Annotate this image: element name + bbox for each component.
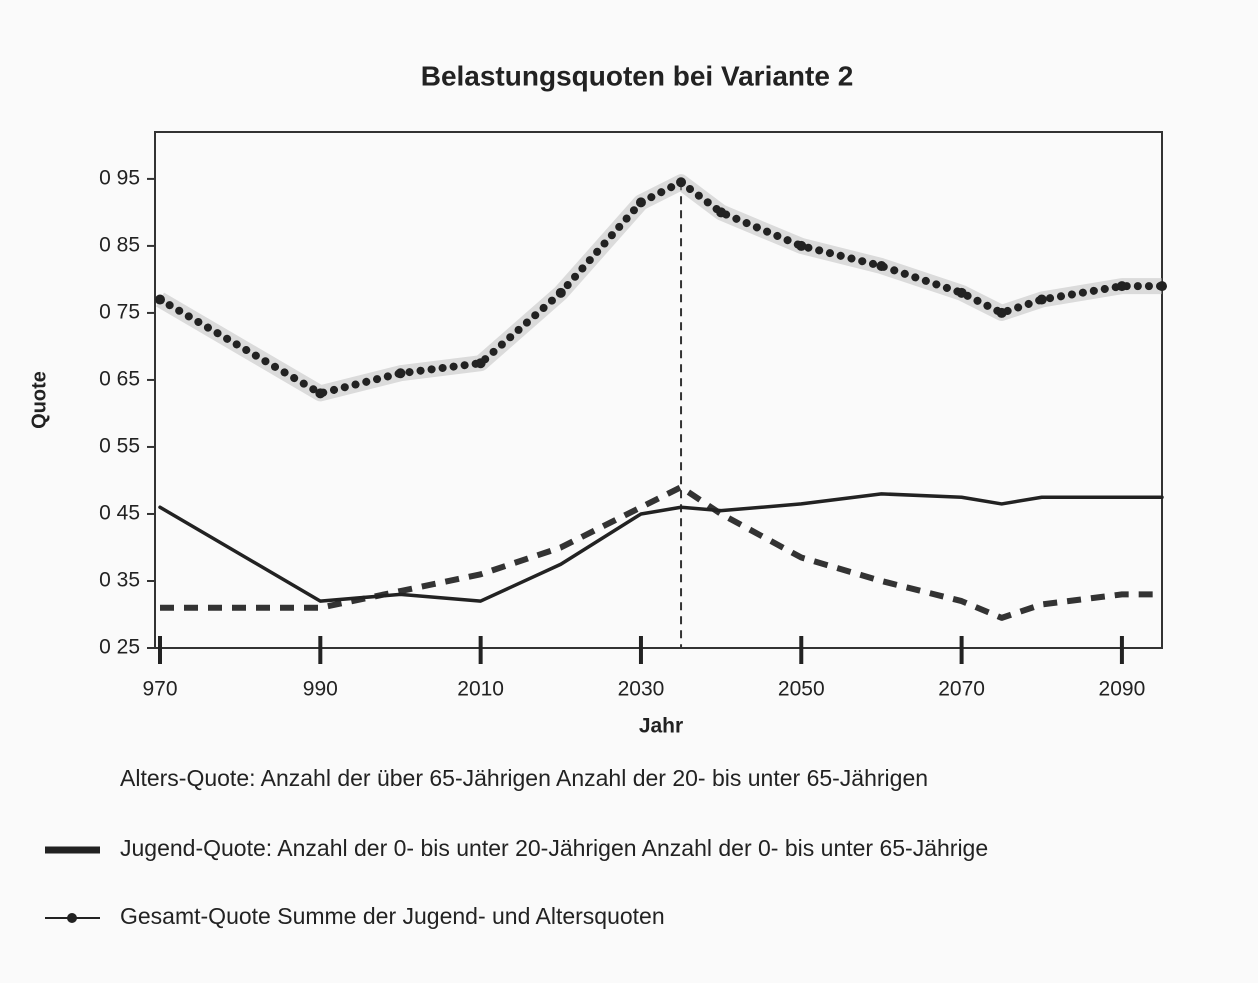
data-point: [956, 287, 967, 298]
y-tick-label: 0 65: [99, 367, 140, 390]
data-point: [1116, 281, 1127, 292]
y-tick-label: 0 25: [99, 636, 140, 659]
y-tick-label: 0 45: [99, 502, 140, 525]
y-tick-label: 0 95: [99, 166, 140, 189]
data-point: [555, 287, 566, 298]
legend-label: Jugend-Quote: Anzahl der 0- bis unter 20…: [120, 835, 988, 861]
legend-label: Alters-Quote: Anzahl der über 65-Jährige…: [120, 765, 928, 791]
data-point: [1157, 281, 1167, 292]
series-line: [160, 484, 1162, 621]
x-tick-label: 2050: [778, 678, 825, 701]
y-tick-label: 0 55: [99, 435, 140, 458]
data-point: [155, 294, 165, 305]
data-point: [796, 240, 807, 251]
data-point: [475, 358, 486, 369]
legend-symbol-marker: [67, 913, 77, 923]
data-point: [996, 307, 1007, 318]
data-point: [635, 197, 646, 208]
y-tick-label: 0 85: [99, 233, 140, 256]
data-point: [315, 388, 326, 399]
data-point: [716, 207, 727, 218]
x-tick-label: 2070: [938, 678, 985, 701]
chart-title: Belastungsquoten bei Variante 2: [421, 60, 854, 91]
data-point: [876, 261, 887, 272]
y-tick-label: 0 75: [99, 300, 140, 323]
x-tick-label: 970: [142, 678, 177, 701]
data-point: [1036, 294, 1047, 305]
series-line: [158, 492, 1164, 603]
y-tick-label: 0 35: [99, 569, 140, 592]
data-point: [395, 368, 406, 379]
y-axis-label: Quote: [28, 371, 50, 429]
data-point: [676, 177, 687, 188]
x-tick-label: 2090: [1099, 678, 1146, 701]
x-tick-label: 2010: [457, 678, 504, 701]
plot-frame: [154, 131, 1163, 649]
series-line: [156, 178, 1166, 398]
x-tick-label: 990: [303, 678, 338, 701]
x-tick-label: 2030: [618, 678, 665, 701]
x-axis-label: Jahr: [639, 715, 683, 738]
legend-label: Gesamt-Quote Summe der Jugend- und Alter…: [120, 903, 665, 929]
